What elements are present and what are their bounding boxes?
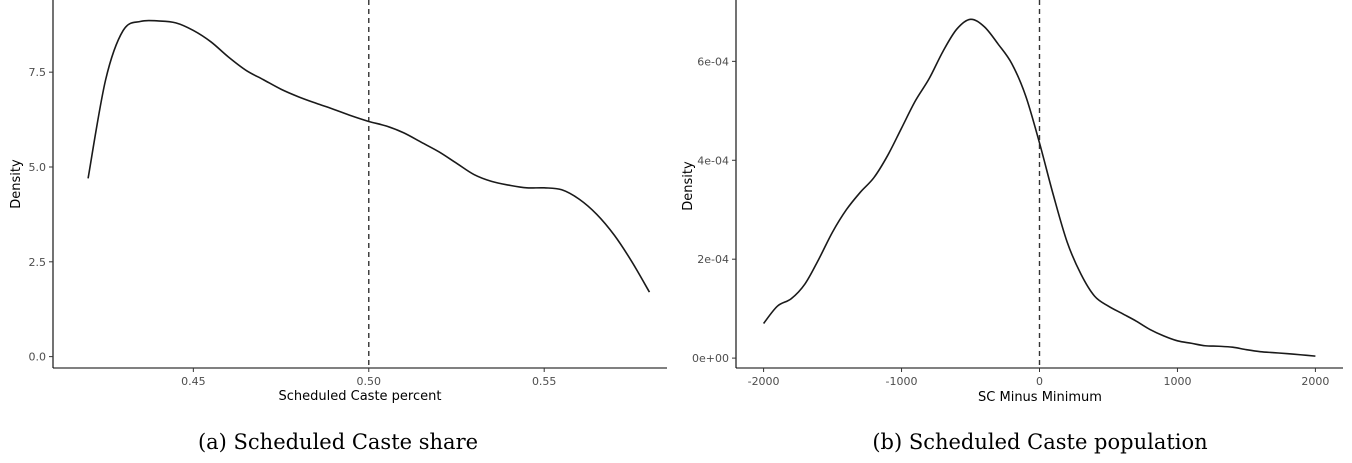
panel-a-density-plot: 0.0 2.5 5.0 7.5 0.45 0.50 0.55 Scheduled Cast… <box>9 0 667 454</box>
panel-a-x-tick-label: 0.45 <box>181 375 206 388</box>
panel-b-y-axis-title: Density <box>681 161 696 211</box>
panel-b-y-tick-label: 6e-04 <box>697 55 729 68</box>
panel-a-x-tick-label: 0.50 <box>357 375 382 388</box>
panel-a-x-ticks: 0.45 0.50 0.55 <box>181 368 556 388</box>
panel-b-y-tick-label: 0e+00 <box>692 352 729 365</box>
panel-a-y-tick-label: 5.0 <box>29 161 47 174</box>
panel-a-y-tick-label: 0.0 <box>29 351 47 364</box>
panel-a-y-axis-title: Density <box>9 159 24 209</box>
panel-b-x-tick-label: -2000 <box>748 375 780 388</box>
panel-b-caption: (b) Scheduled Caste population <box>872 430 1207 454</box>
panel-a-y-ticks: 0.0 2.5 5.0 7.5 <box>29 66 53 364</box>
panel-b-x-tick-label: 0 <box>1036 375 1043 388</box>
panel-b-x-axis-title: SC Minus Minimum <box>978 390 1102 405</box>
panel-a-x-axis-title: Scheduled Caste percent <box>279 389 442 404</box>
panel-b-y-tick-label: 2e-04 <box>697 253 729 266</box>
panel-a-y-tick-label: 7.5 <box>29 66 47 79</box>
panel-b-density-plot: 0e+00 2e-04 4e-04 6e-04 -2000 -1000 0 1000 2000… <box>681 0 1343 454</box>
panel-b-y-tick-label: 4e-04 <box>697 154 729 167</box>
panel-b-density-curve <box>762 18 1316 357</box>
panel-a-x-tick-label: 0.55 <box>532 375 557 388</box>
panel-a-density-curve <box>87 19 651 293</box>
panel-a-caption: (a) Scheduled Caste share <box>198 430 478 454</box>
panel-b-x-ticks: -2000 -1000 0 1000 2000 <box>748 368 1329 388</box>
panel-a-y-tick-label: 2.5 <box>29 256 47 269</box>
panel-b-y-ticks: 0e+00 2e-04 4e-04 6e-04 <box>692 55 736 365</box>
panel-b-x-tick-label: -1000 <box>886 375 918 388</box>
panel-b-x-tick-label: 2000 <box>1301 375 1329 388</box>
panel-b-x-tick-label: 1000 <box>1163 375 1191 388</box>
